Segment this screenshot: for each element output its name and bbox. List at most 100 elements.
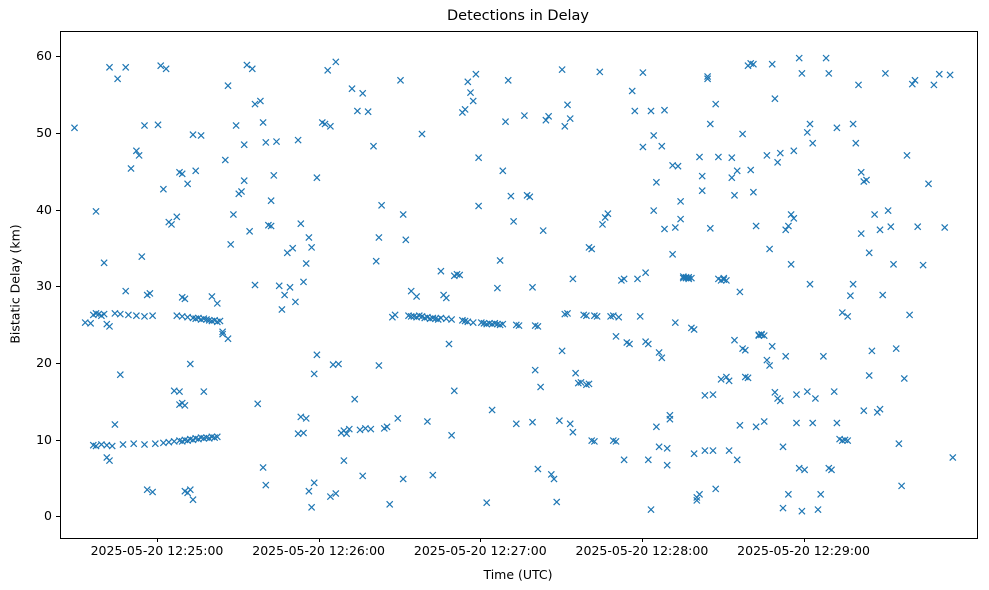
scatter-marker bbox=[445, 340, 453, 348]
scatter-marker bbox=[914, 223, 922, 231]
scatter-marker bbox=[326, 122, 334, 130]
scatter-marker bbox=[766, 245, 774, 253]
scatter-marker bbox=[569, 275, 577, 283]
scatter-marker bbox=[111, 420, 119, 429]
scatter-marker bbox=[889, 260, 898, 268]
scatter-marker bbox=[728, 154, 736, 162]
scatter-marker bbox=[677, 197, 685, 205]
scatter-marker bbox=[798, 507, 806, 515]
scatter-marker bbox=[844, 437, 852, 445]
x-tick-label: 2025-05-20 12:25:00 bbox=[90, 543, 224, 558]
scatter-marker bbox=[526, 193, 534, 201]
scatter-marker bbox=[254, 400, 262, 408]
scatter-marker bbox=[903, 151, 911, 159]
scatter-marker bbox=[162, 65, 170, 73]
scatter-marker bbox=[806, 120, 814, 128]
y-tick-label: 0 bbox=[44, 508, 52, 524]
scatter-marker bbox=[766, 361, 774, 370]
scatter-marker bbox=[213, 433, 221, 441]
scatter-marker bbox=[262, 481, 270, 489]
scatter-marker bbox=[669, 161, 677, 169]
scatter-marker bbox=[396, 76, 405, 84]
scatter-marker bbox=[140, 312, 149, 320]
scatter-marker bbox=[192, 167, 200, 175]
scatter-marker bbox=[706, 120, 714, 128]
scatter-marker bbox=[865, 249, 873, 257]
scatter-marker bbox=[712, 100, 720, 108]
scatter-marker bbox=[631, 107, 639, 115]
y-tick-mark bbox=[56, 132, 60, 134]
scatter-marker bbox=[394, 414, 402, 422]
scatter-marker bbox=[809, 419, 817, 427]
scatter-marker bbox=[639, 69, 647, 77]
y-tick-mark bbox=[56, 516, 60, 518]
scatter-marker bbox=[590, 437, 598, 445]
scatter-marker bbox=[367, 425, 375, 433]
scatter-marker bbox=[879, 291, 887, 299]
scatter-marker bbox=[124, 311, 132, 319]
scatter-marker bbox=[510, 217, 518, 225]
y-tick-label: 10 bbox=[36, 431, 52, 447]
scatter-marker bbox=[278, 305, 286, 314]
scatter-marker bbox=[496, 256, 504, 265]
scatter-marker bbox=[267, 197, 275, 205]
scatter-marker bbox=[92, 442, 100, 450]
scatter-marker bbox=[407, 287, 415, 295]
scatter-marker bbox=[577, 378, 585, 386]
scatter-marker bbox=[736, 421, 744, 429]
scatter-marker bbox=[488, 406, 496, 414]
scatter-marker bbox=[704, 72, 712, 81]
scatter-marker bbox=[663, 461, 671, 469]
scatter-marker bbox=[647, 107, 655, 115]
scatter-marker bbox=[876, 226, 884, 234]
scatter-marker bbox=[116, 371, 124, 379]
scatter-marker bbox=[321, 120, 329, 128]
scatter-marker bbox=[542, 116, 550, 124]
scatter-marker bbox=[819, 352, 827, 360]
scatter-marker bbox=[787, 260, 795, 268]
scatter-marker bbox=[208, 292, 216, 301]
scatter-marker bbox=[655, 443, 663, 451]
scatter-marker bbox=[895, 440, 903, 448]
scatter-marker bbox=[232, 121, 240, 130]
scatter-marker bbox=[359, 89, 367, 97]
scatter-marker bbox=[771, 95, 779, 103]
scatter-marker bbox=[798, 69, 806, 77]
scatter-marker bbox=[620, 456, 628, 464]
plot-area bbox=[60, 31, 978, 539]
scatter-marker bbox=[642, 269, 650, 277]
scatter-marker bbox=[695, 490, 704, 498]
scatter-marker bbox=[308, 503, 316, 511]
scatter-marker bbox=[332, 58, 340, 66]
scatter-marker bbox=[178, 170, 186, 178]
scatter-marker bbox=[833, 124, 841, 132]
scatter-marker bbox=[351, 395, 359, 403]
scatter-marker bbox=[213, 299, 221, 307]
scatter-marker bbox=[469, 97, 477, 105]
x-tick-label: 2025-05-20 12:27:00 bbox=[413, 543, 547, 558]
scatter-marker bbox=[243, 61, 251, 69]
scatter-marker bbox=[507, 192, 515, 200]
scatter-marker bbox=[671, 319, 679, 327]
scatter-marker bbox=[747, 166, 755, 174]
x-tick-label: 2025-05-20 12:28:00 bbox=[575, 543, 709, 558]
scatter-marker bbox=[693, 496, 701, 504]
scatter-marker bbox=[305, 233, 313, 242]
scatter-marker bbox=[259, 463, 267, 472]
scatter-marker bbox=[604, 210, 612, 218]
scatter-marker bbox=[520, 112, 528, 120]
scatter-plot bbox=[70, 54, 957, 515]
scatter-marker bbox=[219, 328, 227, 336]
scatter-marker bbox=[865, 371, 873, 380]
scatter-marker bbox=[151, 440, 159, 448]
scatter-marker bbox=[666, 411, 674, 419]
scatter-marker bbox=[782, 352, 790, 360]
scatter-marker bbox=[178, 312, 186, 320]
scatter-marker bbox=[701, 391, 709, 399]
scatter-marker bbox=[501, 118, 510, 126]
scatter-marker bbox=[690, 325, 698, 334]
scatter-marker bbox=[822, 54, 830, 62]
scatter-marker bbox=[744, 374, 752, 382]
x-tick-mark bbox=[480, 538, 482, 542]
scatter-marker bbox=[717, 375, 725, 383]
